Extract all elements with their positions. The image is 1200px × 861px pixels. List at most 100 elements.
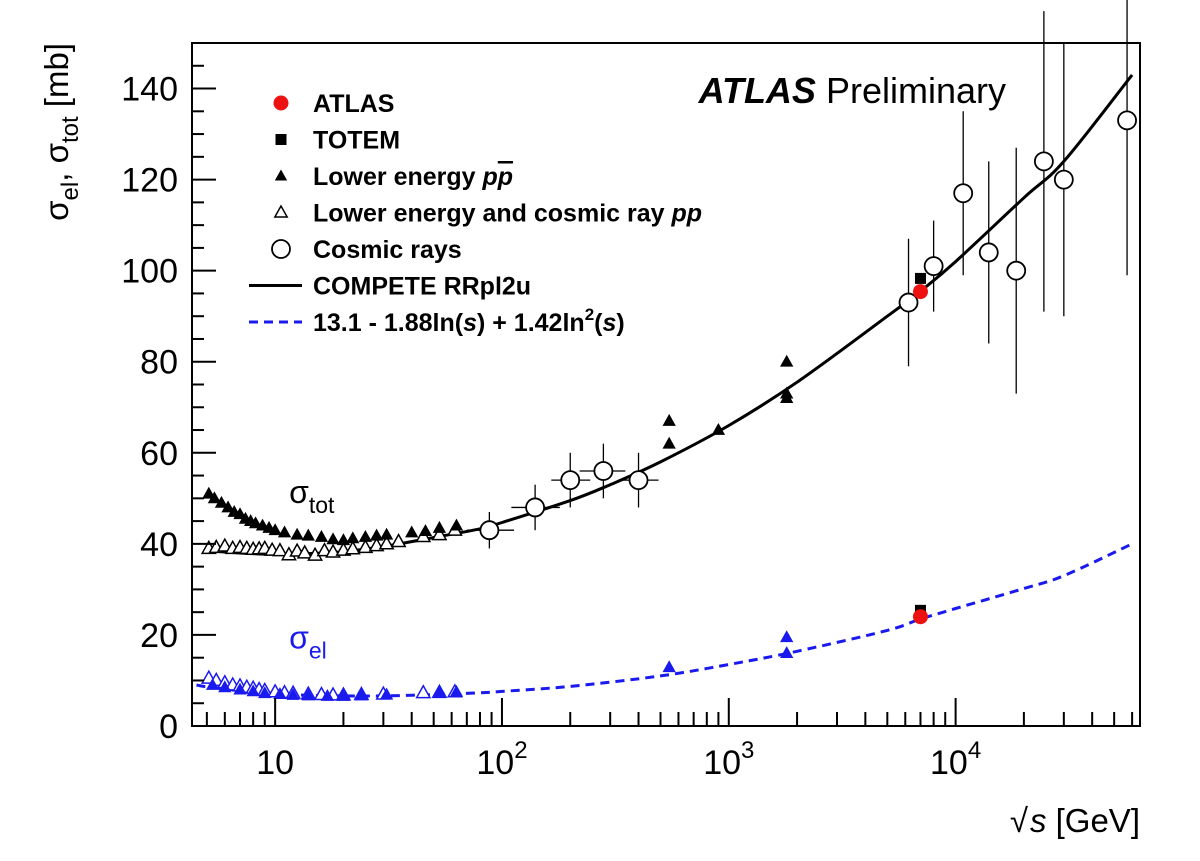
legend-label-part: s [602, 309, 616, 337]
x-tick-label: 104 [930, 737, 981, 782]
curve-label-sigma: σ [289, 620, 309, 656]
data-point [418, 524, 433, 537]
data-point [379, 527, 394, 540]
x-tick-label: 10 [256, 744, 294, 782]
x-tick-exponent: 3 [741, 737, 754, 764]
atlas-label: ATLAS [698, 70, 816, 111]
data-point [221, 500, 235, 513]
data-point [912, 609, 928, 625]
y-tick-label: 20 [140, 617, 178, 655]
data-point [268, 523, 282, 536]
data-point [780, 630, 794, 643]
data-point [326, 532, 340, 545]
series-elastic-ppbar-lower-energy- [205, 630, 794, 701]
x-tick-label: 103 [703, 737, 754, 782]
data-point [431, 526, 448, 541]
data-point [207, 491, 222, 504]
data-point [560, 470, 581, 491]
y-tick-label: 0 [159, 708, 178, 746]
data-point [449, 518, 464, 531]
legend-label-part: s [463, 309, 477, 337]
legend-label-part: ( [594, 309, 603, 337]
data-point [369, 528, 384, 541]
data-point [354, 688, 369, 701]
series-lower-energy-ppbar [202, 354, 794, 546]
legend-entry-cosmic: Cosmic rays [271, 236, 462, 264]
data-point [479, 520, 500, 541]
data-point [432, 686, 447, 699]
data-point [379, 687, 394, 700]
x-tick-exponent: 2 [514, 737, 527, 764]
data-point [290, 527, 304, 540]
series-atlas-elastic [912, 609, 928, 625]
legend-label: Lower energy and cosmic ray pp [313, 200, 702, 228]
data-point [346, 531, 360, 544]
legend-label-part: COMPETE RRpl2u [313, 273, 531, 301]
legend-label-part: ) [616, 309, 624, 337]
legend-marker [273, 95, 289, 111]
legend-entry-fit: 13.1 - 1.88ln(s) + 1.42ln2(s) [249, 305, 625, 337]
y-tick-label: 120 [121, 162, 178, 200]
series-cosmic-rays [466, 0, 1137, 549]
data-point [628, 470, 649, 491]
x-axis-root-symbol: √ [1010, 802, 1029, 839]
data-point [325, 543, 341, 558]
legend-entry-pp: Lower energy and cosmic ray pp [273, 200, 702, 228]
legend-label: Lower energy pp [313, 163, 513, 191]
data-point [357, 538, 374, 554]
y-tick-label: 140 [121, 71, 178, 109]
y-axis-title: σel, σtot [mb] [38, 43, 84, 221]
data-point [314, 530, 329, 542]
data-point [273, 687, 287, 700]
data-point [432, 520, 447, 533]
data-point [320, 688, 335, 701]
legend-label-part: Lower energy [313, 163, 483, 191]
data-point [711, 423, 726, 435]
elastic-fit-curve [196, 542, 1133, 698]
atlas-preliminary-label: ATLAS Preliminary [698, 70, 1006, 111]
data-point [272, 542, 288, 557]
data-point [258, 686, 272, 699]
data-point [780, 386, 794, 399]
y-axis-unit: [mb] [38, 43, 75, 116]
x-axis-variable: s [1030, 802, 1047, 839]
data-point [301, 688, 315, 701]
y-axis-separator: , [38, 163, 75, 181]
data-point [246, 684, 260, 697]
series-atlas [912, 284, 928, 300]
legend-entry-ppbar: Lower energy pp [274, 163, 513, 191]
data-point [344, 540, 361, 555]
legend-label-part: p [497, 163, 513, 191]
legend-label-part: 13.1 - 1.88ln( [313, 309, 464, 337]
data-point [301, 528, 315, 541]
x-axis-title: √s [GeV] [1010, 802, 1140, 839]
legend-label: 13.1 - 1.88ln(s) + 1.42ln2(s) [313, 305, 625, 337]
x-axis-unit: [GeV] [1046, 802, 1140, 839]
x-tick-exponent: 4 [968, 737, 981, 764]
y-axis-sub-tot: tot [57, 116, 84, 143]
data-point [978, 242, 999, 263]
data-point [205, 678, 220, 690]
data-point [316, 542, 333, 557]
y-tick-label: 80 [140, 344, 178, 382]
data-point [336, 533, 351, 546]
legend-label: Cosmic rays [313, 236, 462, 264]
data-point [662, 436, 676, 449]
series-lower-energy-and-cosmic-ray-pp [200, 521, 463, 561]
series-totem [914, 272, 926, 284]
data-point [233, 682, 247, 695]
data-point [415, 684, 432, 699]
legend-marker [273, 204, 289, 218]
data-point [218, 680, 232, 693]
legend-label-part: Lower energy and cosmic ray [313, 200, 671, 228]
data-point [1053, 169, 1074, 190]
legend-marker [271, 239, 291, 259]
data-point [390, 533, 407, 548]
legend-label-part: pp [670, 200, 702, 228]
data-point [214, 495, 229, 508]
